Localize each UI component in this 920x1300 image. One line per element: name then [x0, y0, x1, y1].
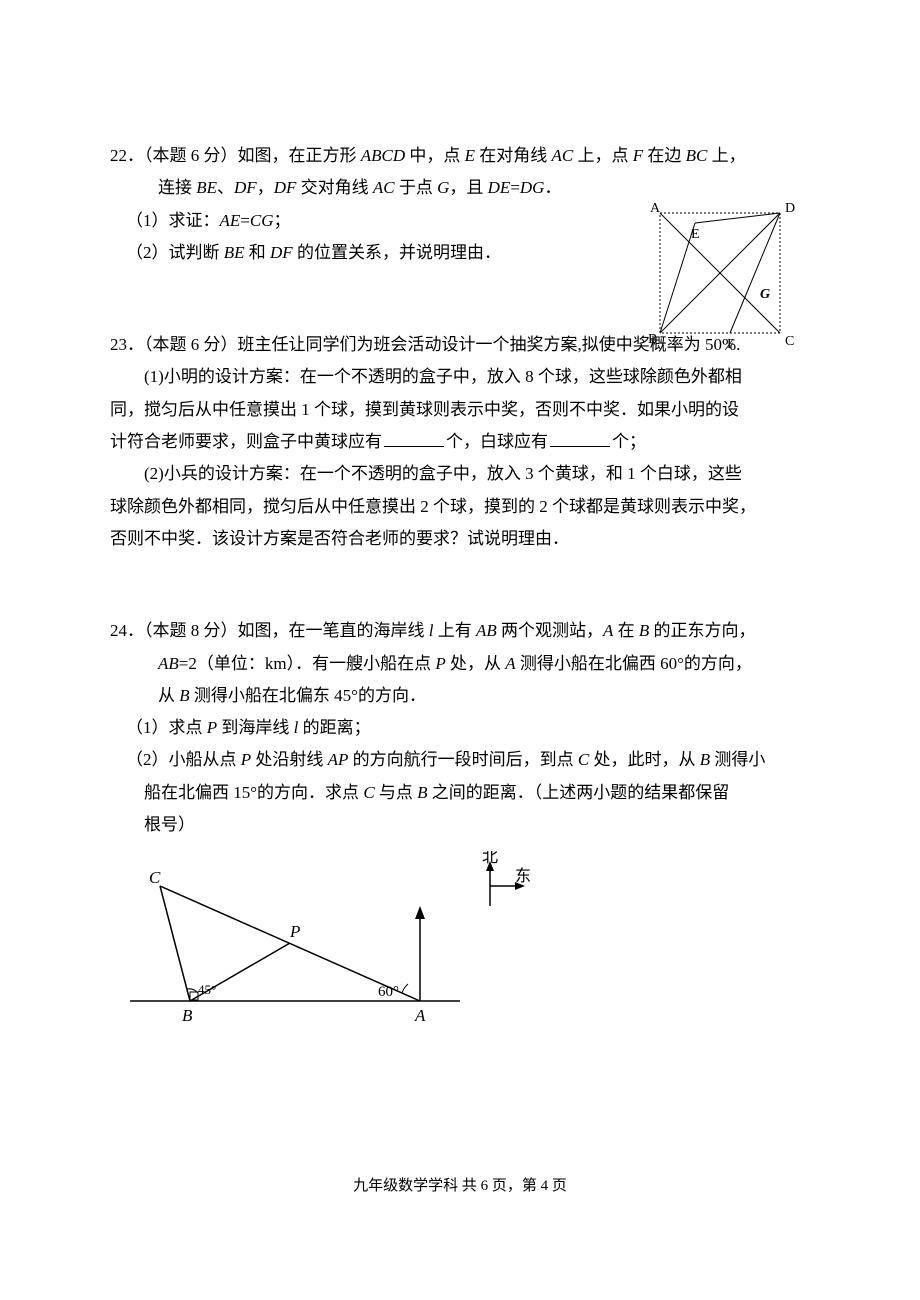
east-label: 东 — [515, 867, 531, 885]
q23-p1-l2: 同，搅匀后从中任意摸出 1 个球，摸到黄球则表示中奖，否则不中奖．如果小明的设 — [110, 394, 810, 426]
q24-part1: （1）求点 P 到海岸线 l 的距离； — [110, 712, 810, 744]
angle-45: 45° — [198, 982, 216, 997]
q23-number: 23． — [110, 335, 144, 354]
q24-diagram: C P B A 45° 60° 北 东 — [120, 851, 810, 1047]
q24-stem-l3: 从 B 测得小船在北偏东 45°的方向． — [110, 680, 810, 712]
q23-p2-l3: 否则不中奖．该设计方案是否符合老师的要求？试说明理由． — [110, 523, 810, 555]
problem-22: 22．（本题 6 分）如图，在正方形 ABCD 中，点 E 在对角线 AC 上，… — [110, 140, 810, 269]
q23-p2-l1: (2)小兵的设计方案：在一个不透明的盒子中，放入 3 个黄球，和 1 个白球，这… — [110, 458, 810, 490]
q23-p2-l2: 球除颜色外都相同，搅匀后从中任意摸出 2 个球，摸到的 2 个球都是黄球则表示中… — [110, 491, 810, 523]
triangle-compass-svg: C P B A 45° 60° 北 东 — [120, 851, 540, 1036]
label-G: G — [760, 287, 770, 302]
q22-points: （本题 6 分） — [144, 146, 238, 165]
label-P: P — [289, 922, 300, 941]
label-C: C — [149, 868, 161, 887]
label-A2: A — [414, 1006, 426, 1025]
q24-stem-l1: 24．（本题 8 分）如图，在一笔直的海岸线 l 上有 AB 两个观测站，A 在… — [110, 615, 810, 647]
label-D: D — [785, 201, 795, 216]
q22-stem-line1: 22．（本题 6 分）如图，在正方形 ABCD 中，点 E 在对角线 AC 上，… — [110, 140, 810, 172]
q23-p1-l1: (1)小明的设计方案：在一个不透明的盒子中，放入 8 个球，这些球除颜色外都相 — [110, 361, 810, 393]
q23-points: （本题 6 分） — [144, 335, 238, 354]
q24-points: （本题 8 分） — [144, 621, 238, 640]
blank-yellow — [384, 427, 444, 447]
north-label: 北 — [482, 851, 498, 866]
label-B2: B — [182, 1006, 193, 1025]
problem-24: 24．（本题 8 分）如图，在一笔直的海岸线 l 上有 AB 两个观测站，A 在… — [110, 615, 810, 1047]
problem-23: 23．（本题 6 分）班主任让同学们为班会活动设计一个抽奖方案,拟使中奖概率为 … — [110, 329, 810, 555]
q23-p1-l3: 计符合老师要求，则盒子中黄球应有个，白球应有个； — [110, 426, 810, 458]
q24-part2-l3: 根号） — [110, 809, 810, 841]
q22-number: 22． — [110, 146, 144, 165]
page-footer: 九年级数学学科 共 6 页，第 4 页 — [0, 1172, 920, 1201]
blank-white — [550, 427, 610, 447]
q24-part2-l1: （2）小船从点 P 处沿射线 AP 的方向航行一段时间后，到点 C 处，此时，从… — [110, 744, 810, 776]
q24-number: 24． — [110, 621, 144, 640]
label-A: A — [650, 201, 661, 216]
q24-stem-l2: AB=2（单位：km）．有一艘小船在点 P 处，从 A 测得小船在北偏西 60°… — [110, 648, 810, 680]
label-E: E — [691, 227, 700, 242]
q23-stem: 23．（本题 6 分）班主任让同学们为班会活动设计一个抽奖方案,拟使中奖概率为 … — [110, 329, 810, 361]
q24-part2-l2: 船在北偏西 15°的方向．求点 C 与点 B 之间的距离．（上述两小题的结果都保… — [110, 777, 810, 809]
angle-60: 60° — [378, 984, 399, 1000]
